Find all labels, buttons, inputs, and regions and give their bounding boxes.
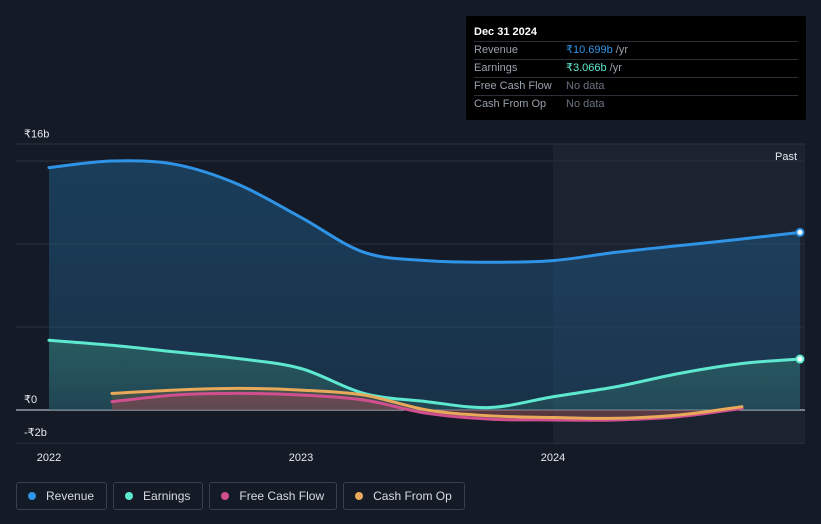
tooltip-value: No data <box>566 98 605 110</box>
legend-label: Earnings <box>143 489 191 503</box>
chart: ₹16b ₹0 -₹2b 2022 2023 2024 Past <box>16 128 805 464</box>
tooltip-unit: /yr <box>615 44 628 56</box>
tooltip-row-cash-from-op: Cash From Op No data <box>474 95 798 113</box>
x-tick-label: 2024 <box>541 452 565 464</box>
tooltip-label: Free Cash Flow <box>474 80 552 92</box>
revenue-dot-icon <box>28 492 36 500</box>
tooltip-label: Revenue <box>474 44 519 56</box>
y-tick-label: ₹16b <box>24 128 49 140</box>
y-tick-label: -₹2b <box>24 427 47 439</box>
tooltip-row-earnings: Earnings ₹3.066b /yr <box>474 59 798 77</box>
legend-item-cash-from-op[interactable]: Cash From Op <box>343 482 465 510</box>
tooltip: Dec 31 2024 Revenue ₹10.699b /yr Earning… <box>466 16 806 120</box>
tooltip-row-revenue: Revenue ₹10.699b /yr <box>474 41 798 59</box>
legend: Revenue Earnings Free Cash Flow Cash Fro… <box>16 482 465 510</box>
line-layer <box>47 159 805 422</box>
tooltip-date: Dec 31 2024 <box>474 26 537 38</box>
series-line-revenue <box>47 159 802 264</box>
area-cash-from-op <box>112 388 742 419</box>
x-tick-label: 2023 <box>289 452 313 464</box>
legend-label: Free Cash Flow <box>239 489 325 503</box>
cash-from-op-dot-icon <box>355 492 364 500</box>
tooltip-value: ₹10.699b <box>566 44 613 56</box>
tooltip-value: ₹3.066b <box>566 62 607 74</box>
label-layer: ₹16b ₹0 -₹2b 2022 2023 2024 <box>24 128 565 464</box>
legend-item-earnings[interactable]: Earnings <box>113 482 204 510</box>
endpoint-marker <box>795 354 805 364</box>
tooltip-row-free-cash-flow: Free Cash Flow No data <box>474 77 798 95</box>
series-line-earnings <box>47 338 802 410</box>
series-line-cash-from-op <box>110 386 744 420</box>
tooltip-unit: /yr <box>609 62 622 74</box>
series-line-free-cash-flow <box>110 391 744 422</box>
tooltip-label: Earnings <box>474 62 518 74</box>
tooltip-value: No data <box>566 80 605 92</box>
legend-item-free-cash-flow[interactable]: Free Cash Flow <box>209 482 338 510</box>
area-revenue <box>49 160 800 410</box>
legend-item-revenue[interactable]: Revenue <box>16 482 108 510</box>
legend-label: Revenue <box>46 489 95 503</box>
y-tick-label: ₹0 <box>24 394 37 406</box>
x-tick-label: 2022 <box>37 452 61 464</box>
past-label: Past <box>775 151 797 163</box>
tooltip-label: Cash From Op <box>474 98 547 110</box>
free-cash-flow-dot-icon <box>221 492 230 500</box>
endpoint-marker <box>795 227 805 237</box>
legend-label: Cash From Op <box>373 489 452 503</box>
earnings-dot-icon <box>125 492 134 500</box>
